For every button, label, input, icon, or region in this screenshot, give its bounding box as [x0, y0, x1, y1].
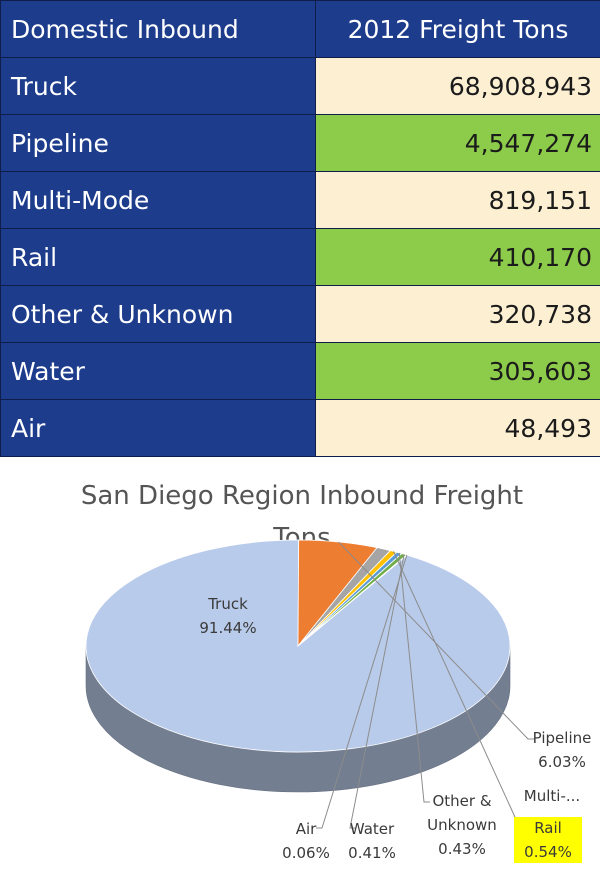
leader-line	[349, 554, 405, 829]
slice-label: Air	[296, 820, 317, 838]
mode-cell: Other & Unknown	[0, 285, 316, 343]
slice-label: Water	[350, 820, 395, 838]
tons-cell: 819,151	[315, 171, 600, 229]
slice-label: 0.54%	[524, 843, 572, 861]
leader-line	[338, 541, 534, 740]
slice-label: 0.41%	[348, 844, 396, 862]
table-header-row: Domestic Inbound 2012 Freight Tons	[0, 0, 600, 58]
mode-cell: Multi-Mode	[0, 171, 316, 229]
tons-cell: 4,547,274	[315, 114, 600, 172]
slice-label: Rail	[534, 819, 562, 837]
table-row: Other & Unknown 320,738	[0, 285, 600, 343]
tons-cell: 320,738	[315, 285, 600, 343]
table-row: Rail 410,170	[0, 228, 600, 286]
table-row: Air 48,493	[0, 399, 600, 457]
leader-line	[398, 552, 430, 803]
slice-label: Unknown	[427, 816, 497, 834]
mode-cell: Air	[0, 399, 316, 457]
slice-label: 0.06%	[282, 844, 330, 862]
rail-label-highlight	[514, 817, 582, 863]
leader-line	[316, 554, 408, 829]
table-row: Multi-Mode 819,151	[0, 171, 600, 229]
pie-chart: San Diego Region Inbound FreightTonsTruc…	[81, 481, 592, 863]
freight-table: Domestic Inbound 2012 Freight Tons Truck…	[0, 0, 600, 457]
tons-cell: 305,603	[315, 342, 600, 400]
header-mode: Domestic Inbound	[0, 0, 316, 58]
slice-label: 0.43%	[438, 840, 486, 858]
mode-cell: Truck	[0, 57, 316, 115]
tons-cell: 48,493	[315, 399, 600, 457]
table-row: Pipeline 4,547,274	[0, 114, 600, 172]
slice-label: 91.44%	[199, 619, 256, 637]
slice-label: 6.03%	[538, 753, 586, 771]
mode-cell: Pipeline	[0, 114, 316, 172]
header-tons: 2012 Freight Tons	[315, 0, 600, 58]
mode-cell: Rail	[0, 228, 316, 286]
slice-label: Multi-...	[524, 787, 580, 805]
slice-label: Pipeline	[533, 729, 592, 747]
tons-cell: 68,908,943	[315, 57, 600, 115]
mode-cell: Water	[0, 342, 316, 400]
tons-cell: 410,170	[315, 228, 600, 286]
slice-label: Truck	[207, 595, 248, 613]
table-row: Water 305,603	[0, 342, 600, 400]
slice-label: Other &	[432, 792, 491, 810]
chart-title-line: San Diego Region Inbound Freight	[81, 481, 523, 511]
table-row: Truck 68,908,943	[0, 57, 600, 115]
